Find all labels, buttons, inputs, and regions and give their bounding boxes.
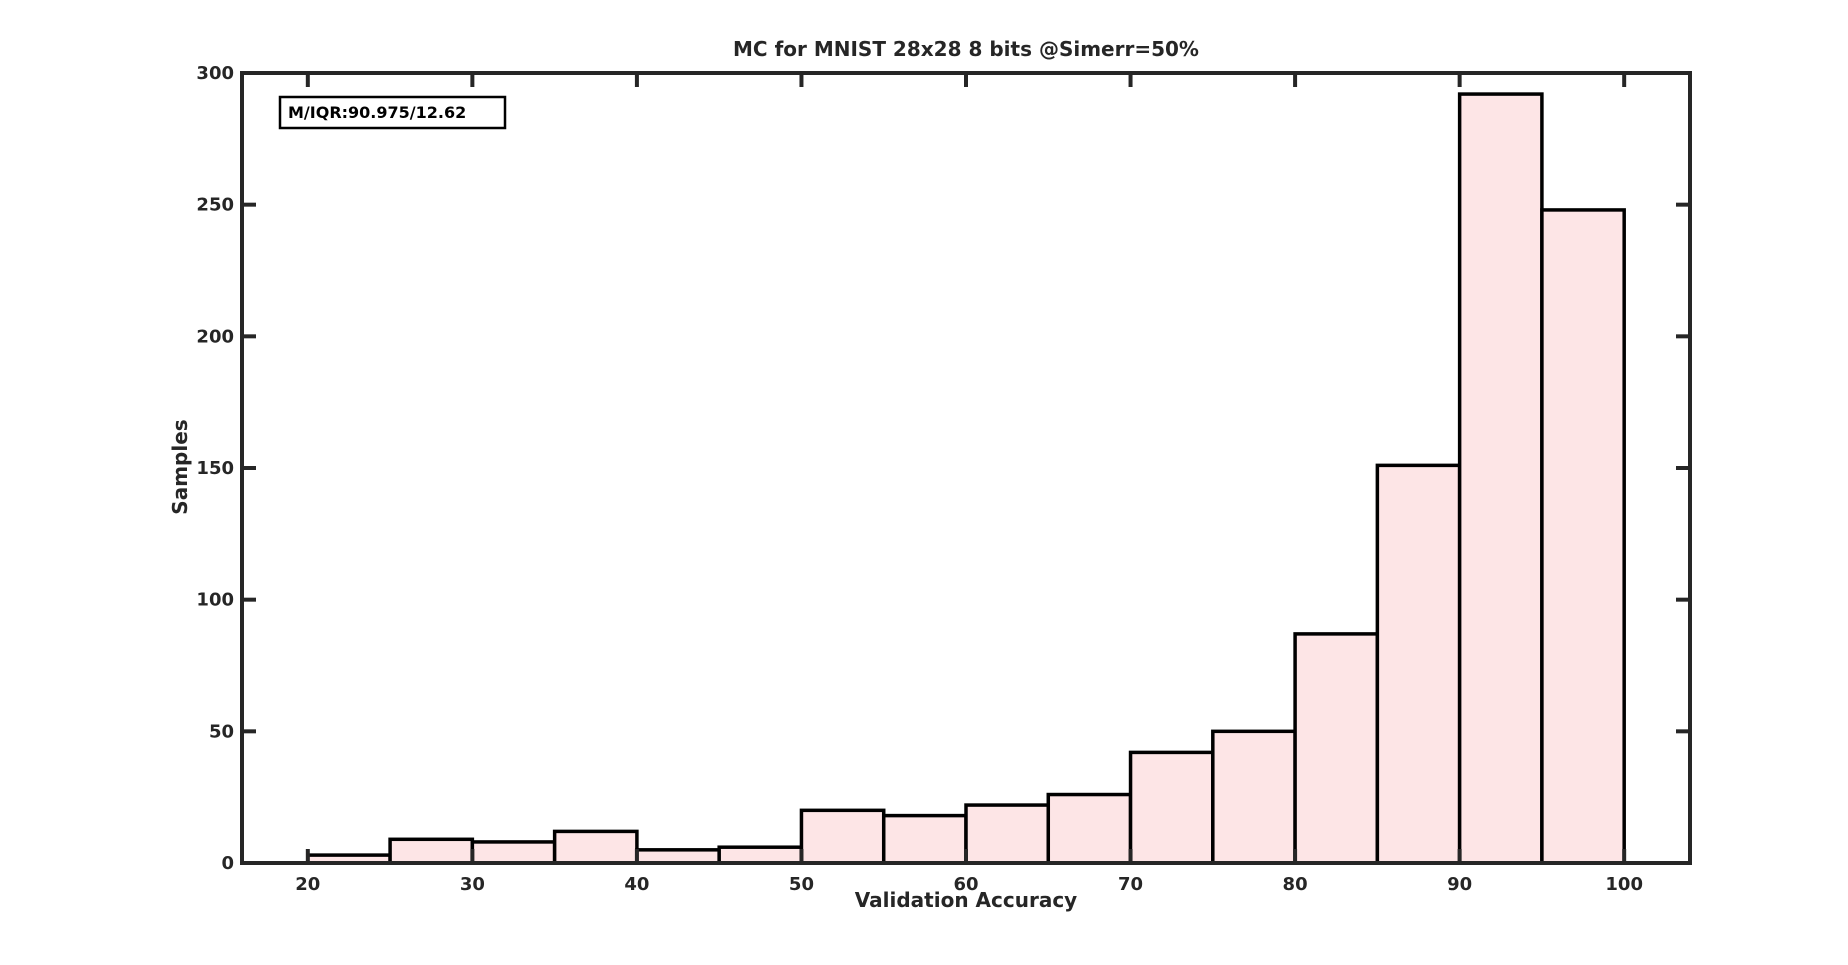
histogram-bar [1540,208,1626,865]
histogram-bar [552,829,639,865]
x-tick-label: 90 [1447,874,1472,895]
x-tick-label: 60 [953,874,978,895]
y-tick-label: 250 [196,195,234,216]
x-tick-label: 50 [789,874,814,895]
x-tick-label: 80 [1283,874,1308,895]
x-axis-label: Validation Accuracy [855,888,1077,912]
histogram-bar [1457,92,1544,865]
histogram-bar [717,845,804,865]
axes-layer: 20 30 40 50 60 70 80 90 100 0 50 100 150 200 250 300 [196,63,1692,895]
annotation-border [278,95,507,130]
bars-layer [306,92,1626,865]
x-tick-label: 70 [1118,874,1143,895]
y-tick-label: 100 [196,590,234,611]
x-tick-label: 30 [460,874,485,895]
histogram-bar [1128,750,1215,865]
y-tick-label: 50 [209,721,234,742]
histogram-bar [470,840,557,865]
y-tick-label: 0 [221,853,234,874]
histogram-bar [964,803,1051,865]
x-tick-label: 100 [1605,874,1643,895]
histogram-bar [1211,729,1297,865]
histogram-bar [799,808,886,865]
annotation-text: M/IQR:90.975/12.62 [288,103,466,122]
y-axis-label: Samples [168,419,192,514]
x-tick-label: 20 [295,874,320,895]
y-tick-label: 150 [196,458,234,479]
x-tick-label: 40 [624,874,649,895]
y-tick-label: 200 [196,326,234,347]
y-tick-label: 300 [196,63,234,84]
histogram-bar [388,837,475,865]
histogram-bar [1293,632,1380,865]
chart-title: MC for MNIST 28x28 8 bits @Simerr=50% [733,37,1199,61]
annotation-box: M/IQR:90.975/12.62 [278,95,507,130]
histogram-bar [881,813,968,865]
histogram-bar [1375,463,1462,865]
histogram-bar [1046,792,1133,865]
